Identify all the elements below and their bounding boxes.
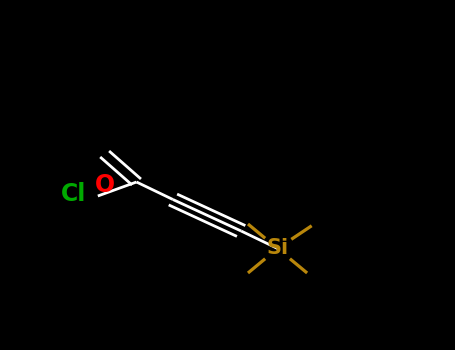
Text: Si: Si bbox=[267, 238, 288, 259]
Text: O: O bbox=[95, 173, 115, 197]
Text: Cl: Cl bbox=[61, 182, 86, 206]
